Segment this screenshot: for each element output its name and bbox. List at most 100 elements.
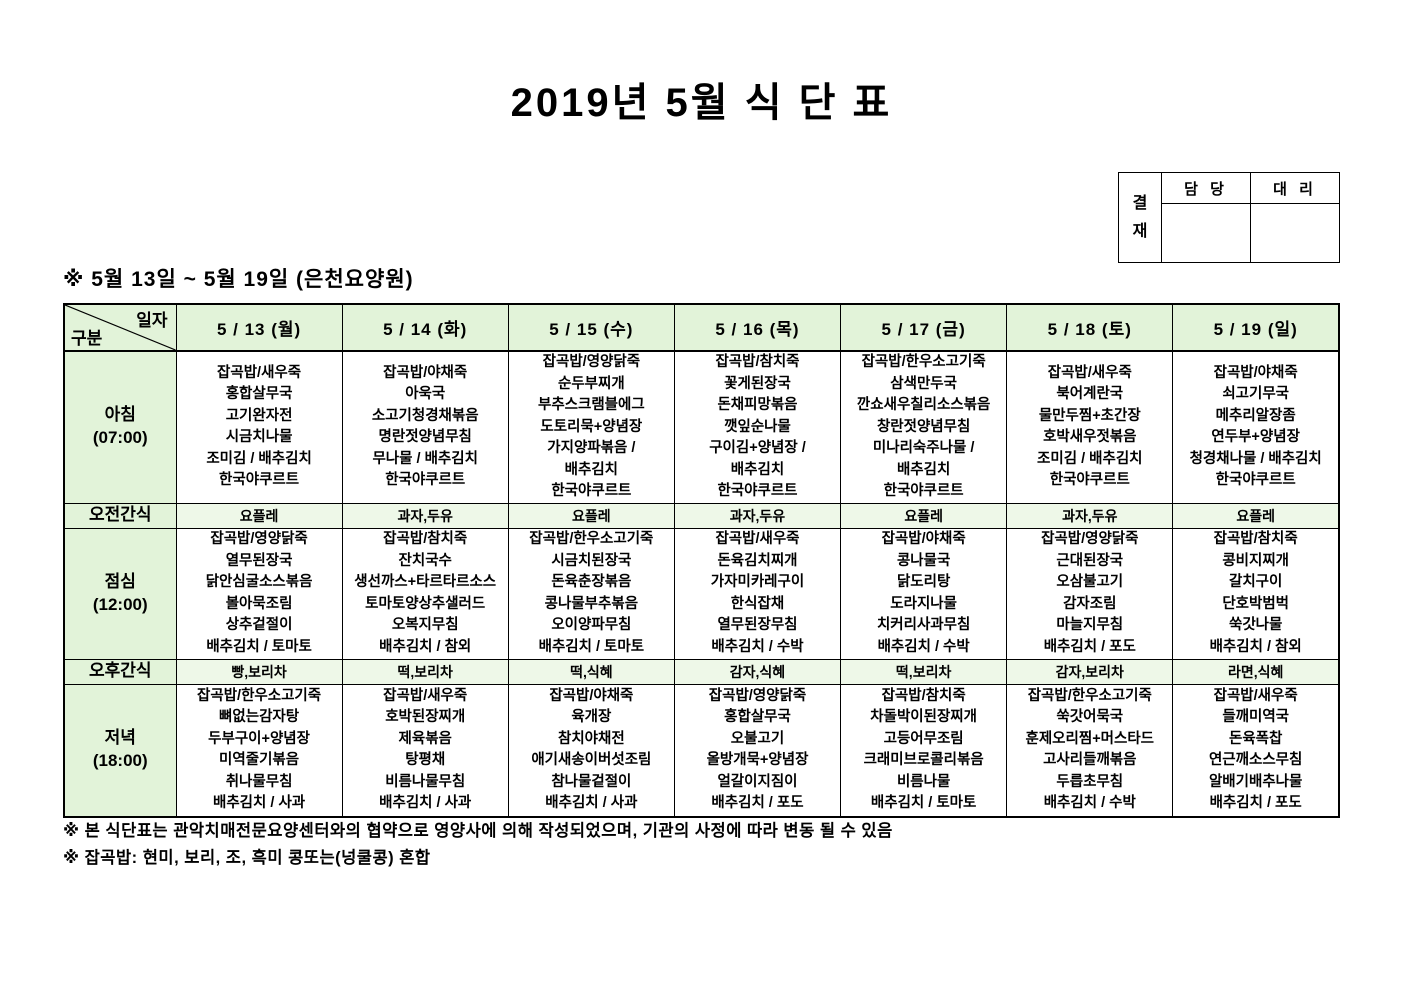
day-header-cell: 5 / 13 (월) — [175, 303, 343, 352]
menu-item: 콩나물부추볶음 — [544, 595, 639, 612]
day-header-cell: 5 / 19 (일) — [1172, 303, 1340, 352]
menu-item: 배추김치 / 토마토 — [538, 638, 645, 655]
menu-item: 오이양파무침 — [551, 617, 632, 633]
menu-cell: 잡곡밥/새우죽 홍합살무국 고기완자전 시금치나물 조미김 / 배추김치 한국야쿠르트 — [175, 350, 343, 504]
menu-item: 잡곡밥/한우소고기죽 — [529, 531, 654, 547]
menu-item: 돈채피망볶음 — [717, 397, 798, 413]
menu-item: 깻잎순나물 — [724, 418, 791, 435]
menu-cell: 잡곡밥/참치죽 잔치국수 생선까스+타르타르소스 토마토양상추샐러드 오복지무침 배추김치… — [341, 527, 509, 660]
menu-item: 잡곡밥/야채죽 — [383, 364, 468, 381]
menu-cell: 잡곡밥/야채죽 육개장 참치야채전 애기새송이버섯조림 참나물겉절이 배추김치 / 사과 — [507, 683, 675, 818]
menu-item: 구이김+양념장 / — [709, 440, 806, 456]
menu-item: 잡곡밥/영양닭죽 — [708, 687, 807, 704]
menu-cell: 잡곡밥/한우소고기죽 뼈없는감자탕 두부구이+양념장 미역줄기볶음 취나물무침 배추김치 … — [175, 683, 343, 818]
row-label-cell: 점심 (12:00) — [63, 527, 177, 660]
menu-item: 배추김치 — [564, 461, 619, 478]
menu-item: 쑥갓어묵국 — [1056, 709, 1124, 726]
menu-item: 잡곡밥/야채죽 — [1213, 364, 1298, 381]
menu-item: 고기완자전 — [225, 407, 293, 424]
menu-item: 잡곡밥/한우소고기죽 — [197, 687, 322, 704]
menu-cell: 잡곡밥/참치죽 차돌박이된장찌개 고등어무조림 크래미브로콜리볶음 비름나물 배추김치 /… — [840, 683, 1008, 818]
menu-cell: 잡곡밥/새우죽 들깨미역국 돈육폭찹 연근깨소스무침 알배기배추나물 배추김치 / 포도 — [1172, 683, 1340, 818]
approval-title: 결재 — [1118, 172, 1162, 263]
menu-cell: 잡곡밥/한우소고기죽 쑥갓어묵국 훈제오리찜+머스타드 고사리들깨볶음 두릅초무침 배추김… — [1006, 683, 1174, 818]
menu-item: 잡곡밥/참치죽 — [881, 687, 966, 704]
menu-cell: 잡곡밥/참치죽 콩비지찌개 갈치구이 단호박범벅 쑥갓나물 배추김치 / 참외 — [1172, 527, 1340, 660]
menu-cell: 잡곡밥/영양닭죽 순두부찌개 부추스크램블에그 도토리묵+양념장 가지양파볶음 / 배추김… — [507, 350, 675, 504]
menu-item: 배추김치 / 사과 — [213, 795, 306, 812]
menu-item: 열무된장국 — [225, 552, 293, 569]
menu-item: 배추김치 / 수박 — [877, 638, 970, 655]
menu-cell: 떡,식혜 — [507, 658, 675, 685]
menu-item: 가자미카레구이 — [710, 574, 805, 590]
row-label-time: (07:00) — [92, 428, 148, 448]
menu-item: 닭도리탕 — [896, 574, 951, 590]
menu-item: 시금치나물 — [225, 429, 293, 446]
menu-item: 잡곡밥/한우소고기죽 — [861, 354, 986, 370]
menu-cell: 요플레 — [1172, 502, 1340, 529]
approval-signature-cell — [1161, 203, 1251, 263]
menu-item: 한국야쿠르트 — [551, 483, 632, 499]
menu-item: 잡곡밥/새우죽 — [217, 364, 302, 381]
corner-label-category: 구분 — [71, 329, 103, 348]
menu-item: 조미김 / 배추김치 — [206, 450, 312, 467]
menu-item: 호박된장찌개 — [385, 709, 466, 726]
menu-cell: 요플레 — [840, 502, 1008, 529]
page-title: 2019년 5월 식 단 표 — [510, 81, 893, 125]
menu-item: 도토리묵+양념장 — [540, 418, 643, 435]
menu-item: 돈육춘장볶음 — [551, 574, 632, 590]
menu-item: 상추겉절이 — [225, 617, 293, 633]
menu-item: 잡곡밥/야채죽 — [549, 687, 634, 704]
menu-item: 한국야쿠르트 — [717, 483, 798, 499]
menu-item: 잡곡밥/새우죽 — [383, 687, 468, 704]
row-label-text: 오전간식 — [88, 505, 152, 525]
day-header-cell: 5 / 14 (화) — [341, 303, 509, 352]
menu-item: 배추김치 / 포도 — [711, 795, 804, 812]
menu-item: 콩비지찌개 — [1222, 552, 1290, 569]
menu-item: 도라지나물 — [890, 595, 957, 612]
menu-item: 배추김치 / 토마토 — [206, 638, 312, 655]
menu-item: 한국야쿠르트 — [385, 472, 466, 489]
menu-item: 배추김치 / 수박 — [711, 638, 804, 655]
menu-item: 한국야쿠르트 — [883, 483, 964, 499]
menu-item: 두부구이+양념장 — [208, 730, 310, 747]
menu-item: 쇠고기무국 — [1222, 386, 1290, 403]
menu-cell: 잡곡밥/한우소고기죽 삼색만두국 깐쇼새우칠리소스볶음 창란젓양념무침 미나리숙주나물 … — [840, 350, 1008, 504]
menu-cell: 감자,식혜 — [673, 658, 842, 685]
menu-item: 꽃게된장국 — [724, 375, 791, 392]
menu-item: 잡곡밥/야채죽 — [881, 531, 966, 547]
snack-row: 오후간식 빵,보리차 떡,보리차 떡,식혜 감자,식혜 떡,보리차 감자,보리차 라면,식혜 — [63, 658, 1340, 685]
menu-item: 배추김치 / 사과 — [545, 795, 638, 812]
menu-item: 돈육폭찹 — [1228, 730, 1283, 747]
approval-col-daeri: 대 리 — [1250, 172, 1340, 204]
menu-item: 잡곡밥/영양닭죽 — [542, 354, 641, 370]
corner-label-date: 일자 — [136, 311, 168, 330]
menu-cell: 잡곡밥/영양닭죽 근대된장국 오삼불고기 감자조림 마늘지무침 배추김치 / 포도 — [1006, 527, 1174, 660]
menu-item: 잡곡밥/참치죽 — [1213, 531, 1298, 547]
footnote-line: ※ 잡곡밥: 현미, 보리, 조, 흑미 콩또는(넝쿨콩) 혼합 — [63, 849, 431, 867]
menu-item: 알배기배추나물 — [1208, 773, 1303, 790]
approval-signature-cell — [1250, 203, 1340, 263]
menu-item: 배추김치 / 수박 — [1043, 795, 1136, 812]
diagonal-divider — [65, 305, 176, 350]
row-label-text: 저녁 — [104, 728, 136, 748]
menu-cell: 빵,보리차 — [175, 658, 343, 685]
menu-item: 연근깨소스무침 — [1208, 752, 1303, 769]
menu-item: 홍합살무국 — [225, 386, 293, 403]
menu-item: 취나물무침 — [225, 773, 293, 790]
menu-item: 한국야쿠르트 — [1215, 472, 1296, 489]
row-label-cell: 오전간식 — [63, 502, 177, 529]
menu-item: 두릅초무침 — [1056, 773, 1124, 790]
menu-item: 배추김치 / 포도 — [1043, 638, 1136, 655]
menu-item: 마늘지무침 — [1056, 617, 1124, 633]
menu-item: 한국야쿠르트 — [1049, 472, 1130, 489]
menu-item: 홍합살무국 — [724, 709, 791, 726]
meal-row: 점심 (12:00) 잡곡밥/영양닭죽 열무된장국 닭안심굴소스볶음 볼아묵조림 상추겉절이… — [63, 527, 1340, 660]
menu-cell: 잡곡밥/야채죽 쇠고기무국 메추리알장좀 연두부+양념장 청경채나물 / 배추김치 한국야… — [1172, 350, 1340, 504]
menu-item: 잡곡밥/영양닭죽 — [1041, 531, 1139, 547]
menu-item: 깐쇼새우칠리소스볶음 — [856, 397, 991, 413]
menu-item: 볼아묵조림 — [225, 595, 293, 612]
menu-item: 치커리사과무침 — [876, 617, 971, 633]
footnotes: ※ 본 식단표는 관악치매전문요양센터와의 협약으로 영양사에 의해 작성되었으… — [63, 818, 893, 872]
day-header-cell: 5 / 16 (목) — [673, 303, 842, 352]
